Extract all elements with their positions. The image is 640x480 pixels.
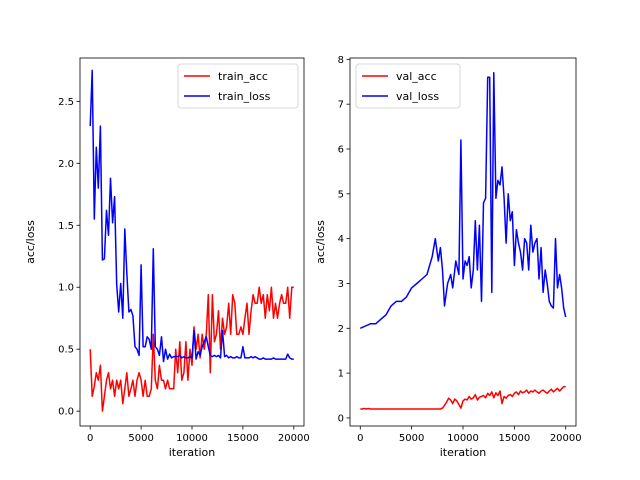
right-chart: 0 5000 10000 15000 20000 0 1 2 3 4 5 6 7 8 iteration ac… (314, 55, 582, 459)
y-tick-label: 1 (338, 369, 344, 380)
legend-label-val-loss: val_loss (396, 90, 439, 103)
left-chart: 0 5000 10000 15000 20000 0.0 0.5 1.0 1.5 2.0 2.5 it… (24, 57, 310, 459)
legend-box (177, 63, 299, 109)
x-tick-label: 0 (357, 433, 363, 444)
y-tick-label: 1.5 (58, 221, 74, 232)
y-tick-label: 4 (338, 234, 344, 245)
legend: val_acc val_loss (355, 63, 461, 109)
legend-box (355, 63, 461, 109)
x-axis-label: iteration (440, 446, 486, 459)
x-tick-label: 5000 (399, 433, 424, 444)
y-tick-label: 0.0 (58, 407, 74, 418)
legend: train_acc train_loss (177, 63, 299, 109)
series-line-val-loss (359, 72, 567, 329)
y-tick-label: 2.0 (58, 159, 74, 170)
x-tick-label: 10000 (176, 433, 208, 444)
y-tick-label: 8 (338, 55, 344, 66)
series-line-train-acc (89, 286, 294, 412)
x-tick-label: 20000 (550, 433, 582, 444)
y-tick-label: 3 (338, 279, 344, 290)
y-tick-label: 2.5 (58, 97, 74, 108)
x-tick-label: 0 (87, 433, 93, 444)
legend-label-train-acc: train_acc (218, 70, 268, 83)
y-tick-label: 7 (338, 100, 344, 111)
x-tick-label: 15000 (227, 433, 259, 444)
x-tick-label: 5000 (128, 433, 153, 444)
y-tick-label: 0.5 (58, 345, 74, 356)
legend-label-train-loss: train_loss (218, 90, 271, 103)
y-axis-label: acc/loss (314, 220, 327, 264)
series-line-val-acc (360, 385, 566, 410)
x-tick-label: 20000 (278, 433, 310, 444)
y-axis-label: acc/loss (24, 220, 37, 264)
y-tick-label: 6 (338, 144, 344, 155)
x-tick-label: 10000 (447, 433, 479, 444)
y-tick-label: 0 (338, 413, 344, 424)
y-tick-label: 5 (338, 189, 344, 200)
y-tick-label: 1.0 (58, 283, 74, 294)
x-tick-label: 15000 (498, 433, 530, 444)
x-axis-label: iteration (169, 446, 215, 459)
legend-label-val-acc: val_acc (396, 70, 437, 83)
series-line-train-loss (89, 69, 294, 363)
y-tick-label: 2 (338, 324, 344, 335)
